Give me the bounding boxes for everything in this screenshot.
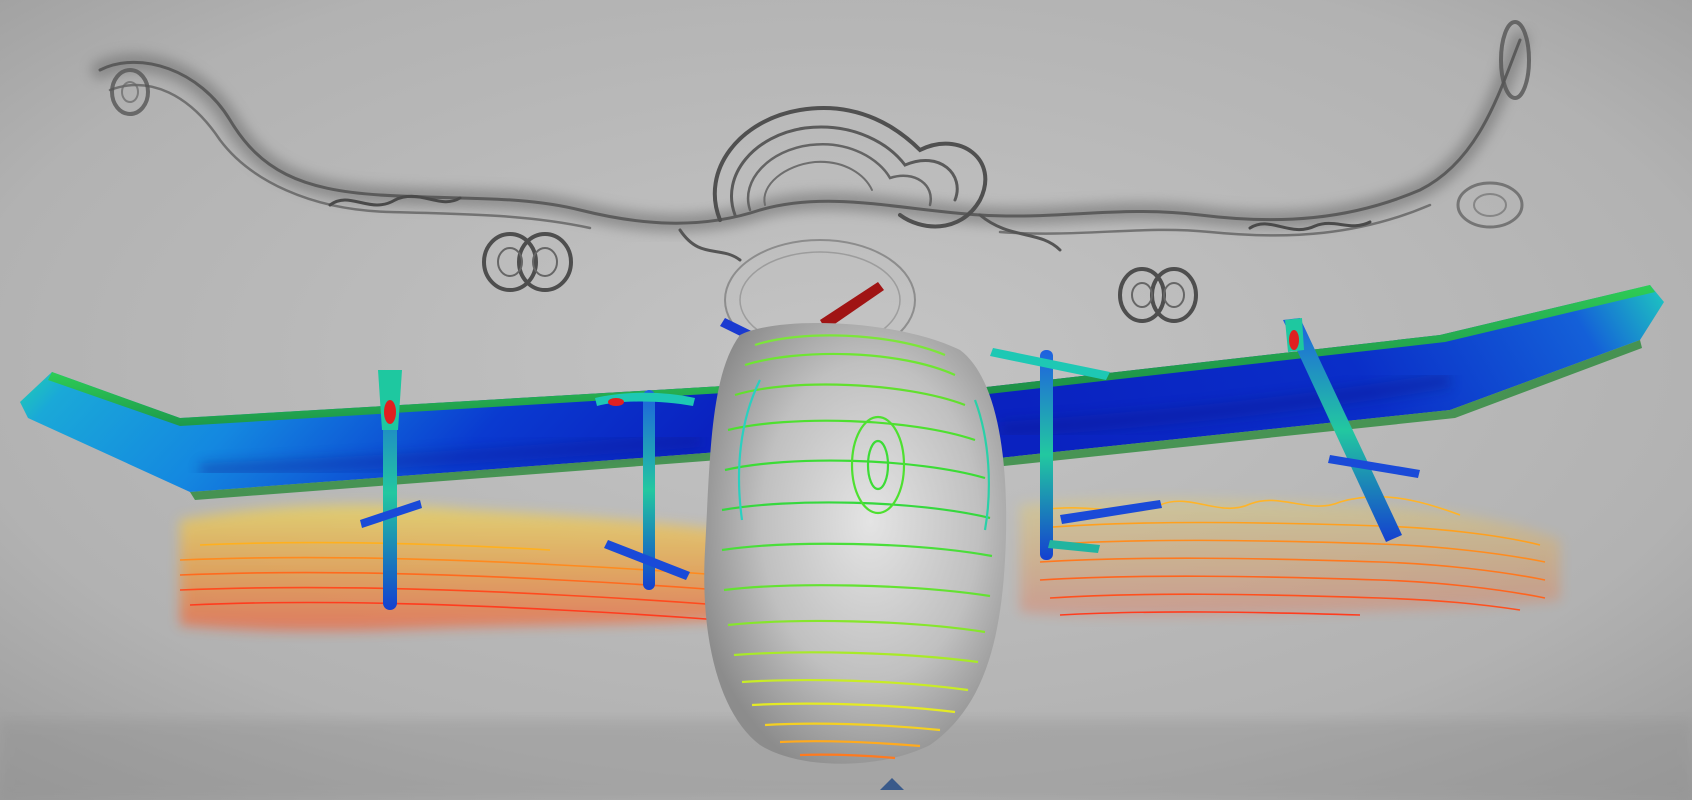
left-wing — [20, 372, 745, 500]
fuselage — [704, 323, 1007, 764]
pressure-contours-lower — [179, 495, 1560, 631]
tail-fin-marker — [880, 778, 904, 790]
propeller-right-outer — [1283, 318, 1420, 542]
propeller-left-outer — [360, 370, 422, 610]
propeller-right-inner — [990, 348, 1162, 560]
tail-rotor-blade — [820, 282, 884, 330]
propeller-left-inner — [595, 390, 695, 590]
